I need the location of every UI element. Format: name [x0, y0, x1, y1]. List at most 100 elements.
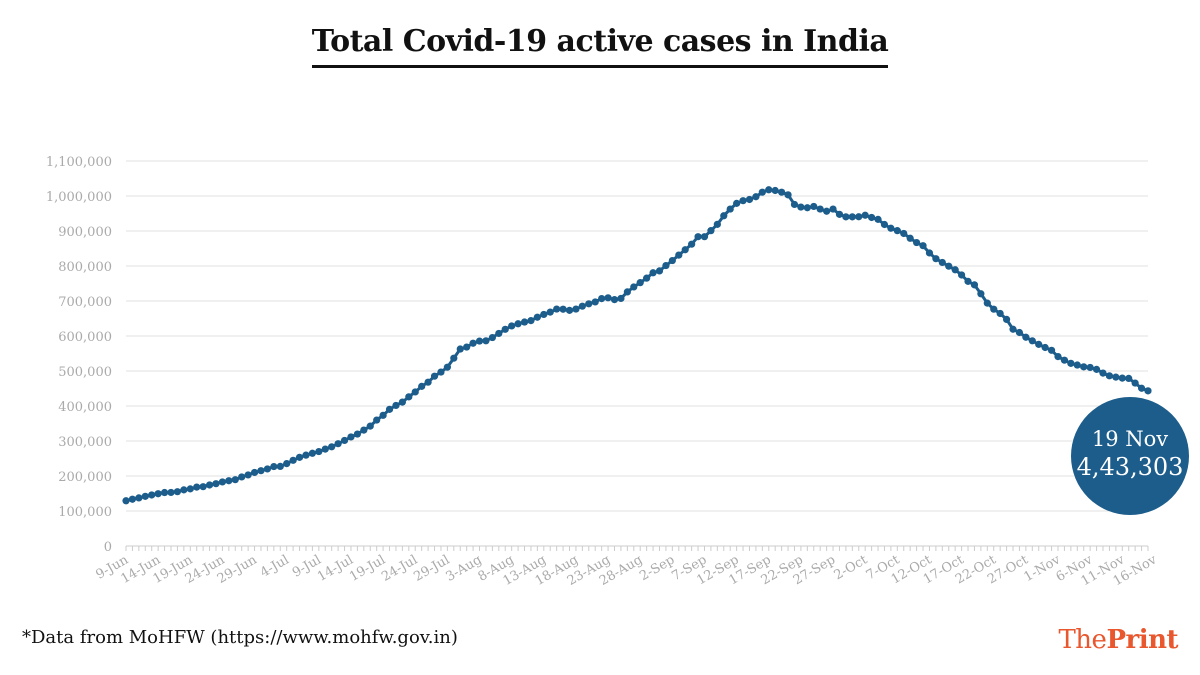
- data-point: [630, 283, 638, 291]
- data-point: [186, 485, 194, 493]
- data-point: [238, 473, 246, 481]
- data-point: [315, 447, 323, 456]
- data-point: [482, 337, 490, 345]
- data-point: [1035, 340, 1043, 348]
- data-point: [559, 305, 567, 313]
- data-point: [585, 300, 593, 308]
- data-point: [334, 440, 342, 448]
- data-point: [366, 422, 374, 430]
- data-point: [122, 497, 130, 505]
- data-point: [1041, 343, 1049, 352]
- data-point: [154, 490, 162, 498]
- data-point: [520, 318, 529, 326]
- data-point: [1092, 365, 1101, 373]
- data-point: [745, 195, 754, 204]
- data-point: [880, 220, 889, 229]
- data-points: [122, 186, 1152, 505]
- chart-title: Total Covid-19 active cases in India: [311, 24, 889, 68]
- data-point: [1073, 361, 1081, 369]
- data-point: [681, 246, 689, 254]
- data-point: [244, 471, 252, 479]
- data-point: [784, 191, 792, 199]
- data-point: [938, 258, 946, 267]
- data-point: [906, 234, 914, 242]
- x-tick-label: 14-Jul: [315, 552, 356, 584]
- data-point: [488, 333, 496, 342]
- data-point: [861, 211, 869, 219]
- data-point: [141, 492, 149, 500]
- data-point: [463, 343, 471, 351]
- data-point: [913, 238, 921, 247]
- data-point: [643, 274, 651, 282]
- data-point: [977, 290, 985, 298]
- data-point: [218, 478, 227, 486]
- title-wrap: Total Covid-19 active cases in India: [0, 24, 1200, 68]
- data-point: [945, 262, 953, 270]
- data-point: [546, 308, 554, 316]
- data-point: [430, 372, 439, 380]
- y-tick-label: 100,000: [58, 505, 112, 520]
- data-point: [1002, 315, 1011, 323]
- data-point: [424, 378, 432, 386]
- data-point: [874, 215, 882, 223]
- data-point: [392, 401, 400, 410]
- y-tick-label: 400,000: [58, 400, 112, 415]
- y-tick-label: 0: [104, 540, 112, 555]
- data-point: [231, 476, 239, 484]
- y-tick-label: 1,100,000: [46, 155, 112, 170]
- data-point: [604, 294, 612, 302]
- data-point: [225, 477, 233, 485]
- data-point: [148, 491, 156, 499]
- data-point: [900, 229, 908, 238]
- data-point: [932, 255, 940, 263]
- data-point: [842, 213, 850, 221]
- data-point: [1131, 379, 1139, 387]
- data-point: [411, 388, 419, 396]
- data-point: [951, 266, 959, 274]
- data-point: [450, 354, 458, 362]
- data-point: [829, 205, 837, 213]
- data-point: [340, 436, 349, 445]
- y-tick-label: 700,000: [58, 295, 112, 310]
- data-point: [193, 483, 201, 491]
- brand-logo: ThePrint: [1058, 625, 1178, 655]
- data-point: [855, 213, 863, 221]
- data-point: [1015, 328, 1024, 337]
- callout-value: 4,43,303: [1076, 453, 1184, 481]
- data-point: [128, 495, 137, 503]
- data-point: [328, 443, 336, 451]
- data-point: [418, 382, 426, 390]
- data-point: [835, 210, 844, 218]
- source-footnote: *Data from MoHFW (https://www.mohfw.gov.…: [22, 627, 458, 648]
- data-point: [398, 398, 406, 406]
- y-tick-label: 500,000: [58, 365, 112, 380]
- data-point: [495, 329, 503, 338]
- data-point: [347, 433, 355, 441]
- data-point: [1022, 333, 1030, 341]
- data-point: [668, 256, 676, 265]
- data-point: [1067, 359, 1075, 367]
- data-point: [1105, 372, 1114, 380]
- data-point: [868, 213, 876, 222]
- x-axis: 9-Jun14-Jun19-Jun24-Jun29-Jun4-Jul9-Jul1…: [94, 545, 1160, 589]
- data-point: [739, 197, 747, 205]
- data-point: [508, 322, 516, 330]
- data-point: [700, 233, 709, 241]
- data-point: [893, 227, 901, 235]
- data-point: [598, 295, 606, 303]
- data-point: [983, 299, 991, 307]
- data-point: [540, 310, 548, 319]
- data-point: [578, 302, 586, 310]
- data-point: [212, 480, 220, 488]
- data-point: [655, 267, 664, 275]
- data-point: [623, 288, 631, 296]
- data-point: [295, 453, 304, 461]
- x-tick-label: 3-Aug: [443, 552, 484, 584]
- data-point: [173, 488, 182, 496]
- data-point: [1118, 374, 1126, 382]
- data-point: [925, 249, 934, 257]
- series-line: [125, 188, 1149, 503]
- data-point: [565, 306, 574, 314]
- x-tick-label: 29-Jul: [411, 552, 452, 584]
